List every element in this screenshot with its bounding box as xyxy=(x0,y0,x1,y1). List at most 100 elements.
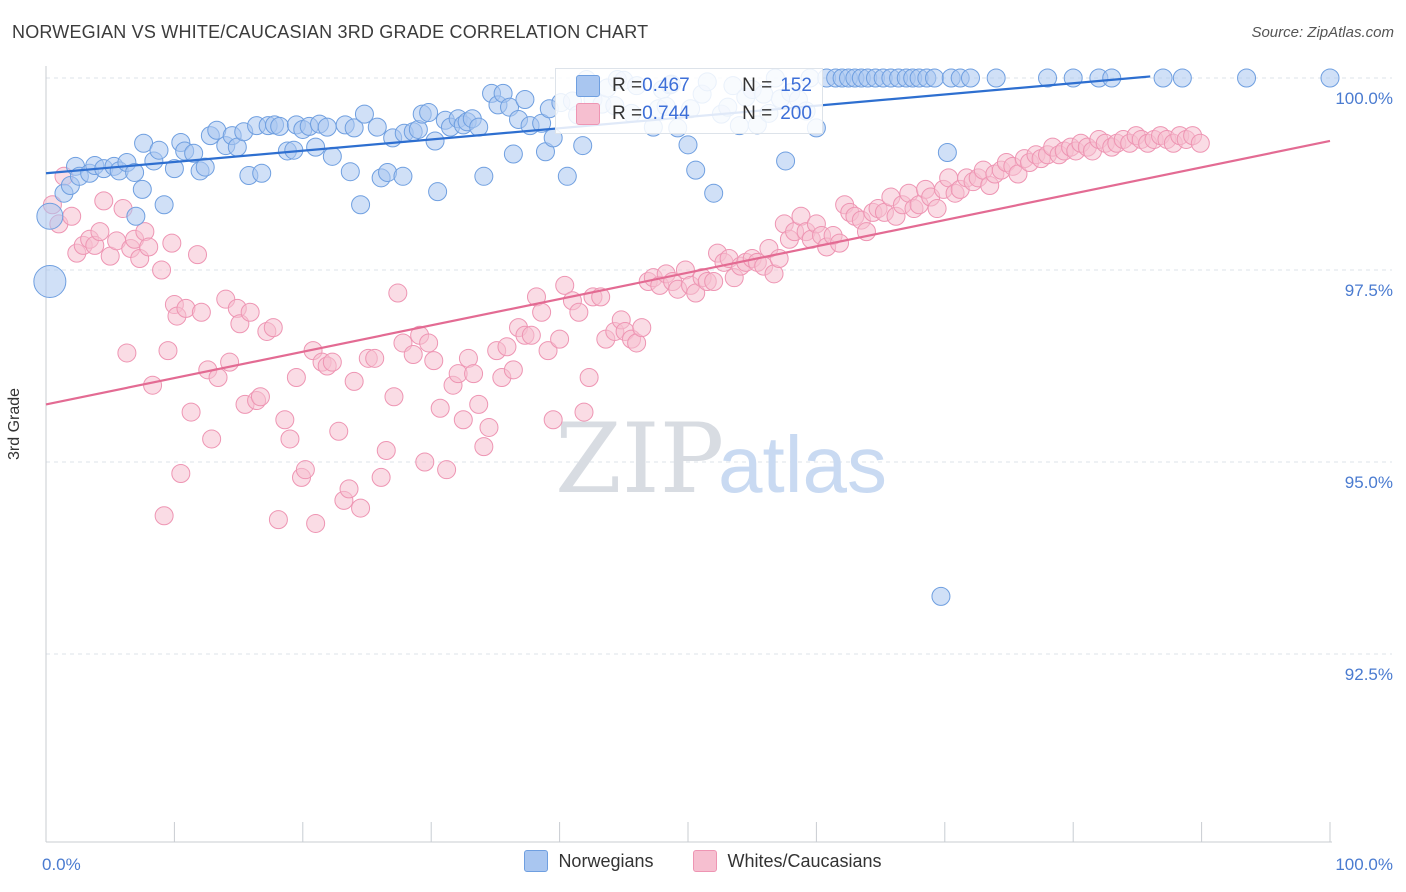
norwegian-point xyxy=(344,118,364,138)
legend-item-norwegians[interactable]: Norwegians xyxy=(524,850,653,872)
x-tick-label: 0.0% xyxy=(42,855,81,874)
norwegian-point xyxy=(937,142,957,162)
norwegian-point xyxy=(704,183,724,203)
white-caucasian-point xyxy=(403,344,423,364)
white-caucasian-point xyxy=(139,237,159,257)
legend-item-whites-caucasians[interactable]: Whites/Caucasians xyxy=(693,850,882,872)
white-caucasian-point xyxy=(152,260,172,280)
y-tick-label: 97.5% xyxy=(1345,281,1393,300)
white-caucasian-point xyxy=(376,440,396,460)
white-caucasian-point xyxy=(474,437,494,457)
white-caucasian-point xyxy=(280,429,300,449)
white-caucasian-point xyxy=(181,402,201,422)
white-caucasian-point xyxy=(704,272,724,292)
axes xyxy=(45,66,1332,843)
n-value-blue: 152 xyxy=(780,75,812,96)
white-caucasian-point xyxy=(268,510,288,530)
r-value-pink: 0.744 xyxy=(642,103,690,124)
watermark-zip: ZIP xyxy=(555,403,724,515)
norwegian-point xyxy=(126,206,146,226)
white-caucasian-point xyxy=(632,318,652,338)
norwegian-point xyxy=(686,160,706,180)
pink-series-points xyxy=(42,126,1210,533)
white-caucasian-point xyxy=(286,368,306,388)
norwegian-point xyxy=(367,117,387,137)
norwegian-point xyxy=(393,166,413,186)
tick-labels: 92.5% 95.0% 97.5% 100.0% 0.0% 100.0% xyxy=(42,89,1393,874)
norwegian-point xyxy=(1038,68,1058,88)
norwegian-point xyxy=(252,163,272,183)
norwegian-point xyxy=(33,265,67,299)
white-caucasian-point xyxy=(250,387,270,407)
stats-legend: R = 0.467 N = 152 R = 0.744 N = 200 xyxy=(555,68,823,134)
legend-swatch-blue xyxy=(524,850,549,872)
white-caucasian-point xyxy=(437,460,457,480)
white-caucasian-point xyxy=(415,452,435,472)
norwegian-point xyxy=(419,103,439,123)
norwegian-point xyxy=(154,195,174,215)
norwegian-point xyxy=(425,131,445,151)
white-caucasian-point xyxy=(117,343,137,363)
white-caucasian-point xyxy=(464,364,484,384)
white-caucasian-point xyxy=(162,233,182,253)
white-caucasian-point xyxy=(532,302,552,322)
y-tick-label: 100.0% xyxy=(1335,89,1393,108)
legend: Norwegians Whites/Caucasians xyxy=(0,850,1406,872)
norwegian-point xyxy=(573,136,593,156)
norwegian-point xyxy=(1237,68,1257,88)
n-label: N = xyxy=(742,103,773,124)
white-caucasian-point xyxy=(569,302,589,322)
white-caucasian-point xyxy=(543,410,563,430)
legend-label: Whites/Caucasians xyxy=(727,850,882,871)
norwegian-point xyxy=(515,90,535,110)
stats-row-blue: R = 0.467 N = 152 xyxy=(576,75,812,97)
legend-swatch-pink xyxy=(693,850,718,872)
norwegian-point xyxy=(1153,68,1173,88)
norwegian-point xyxy=(164,159,184,179)
r-label: R = xyxy=(612,103,643,124)
white-caucasian-point xyxy=(419,333,439,353)
white-caucasian-point xyxy=(90,222,110,242)
white-caucasian-point xyxy=(171,464,191,484)
white-caucasian-point xyxy=(202,429,222,449)
norwegian-point xyxy=(195,157,215,177)
white-caucasian-point xyxy=(365,348,385,368)
norwegian-point xyxy=(986,68,1006,88)
norwegian-point xyxy=(149,140,169,160)
white-caucasian-point xyxy=(469,394,489,414)
norwegian-point xyxy=(474,166,494,186)
norwegian-point xyxy=(776,151,796,171)
white-caucasian-point xyxy=(453,410,473,430)
norwegian-point xyxy=(678,135,698,155)
white-caucasian-point xyxy=(263,318,283,338)
norwegian-point xyxy=(469,117,489,137)
y-tick-label: 95.0% xyxy=(1345,473,1393,492)
chart-source: Source: ZipAtlas.com xyxy=(1251,24,1394,41)
r-value-blue: 0.467 xyxy=(642,75,690,96)
y-tick-label: 92.5% xyxy=(1345,665,1393,684)
norwegian-point xyxy=(1172,68,1192,88)
blue-swatch xyxy=(576,75,600,97)
norwegian-point xyxy=(270,116,290,136)
white-caucasian-point xyxy=(388,283,408,303)
white-caucasian-point xyxy=(927,199,947,219)
white-caucasian-point xyxy=(479,417,499,437)
white-caucasian-point xyxy=(351,498,371,518)
norwegian-point xyxy=(1320,68,1340,88)
chart-title: NORWEGIAN VS WHITE/CAUCASIAN 3RD GRADE C… xyxy=(12,22,649,42)
white-caucasian-point xyxy=(497,337,517,357)
white-caucasian-point xyxy=(158,341,178,361)
white-caucasian-point xyxy=(62,206,82,226)
r-label: R = xyxy=(612,75,643,96)
white-caucasian-point xyxy=(430,398,450,418)
norwegian-point xyxy=(428,182,448,202)
n-value-pink: 200 xyxy=(780,103,812,124)
white-caucasian-point xyxy=(538,341,558,361)
legend-label: Norwegians xyxy=(558,850,654,871)
white-caucasian-point xyxy=(1190,133,1210,153)
norwegian-point xyxy=(960,68,980,88)
white-caucasian-point xyxy=(555,275,575,295)
norwegian-point xyxy=(132,179,152,199)
norwegian-point xyxy=(354,104,374,124)
